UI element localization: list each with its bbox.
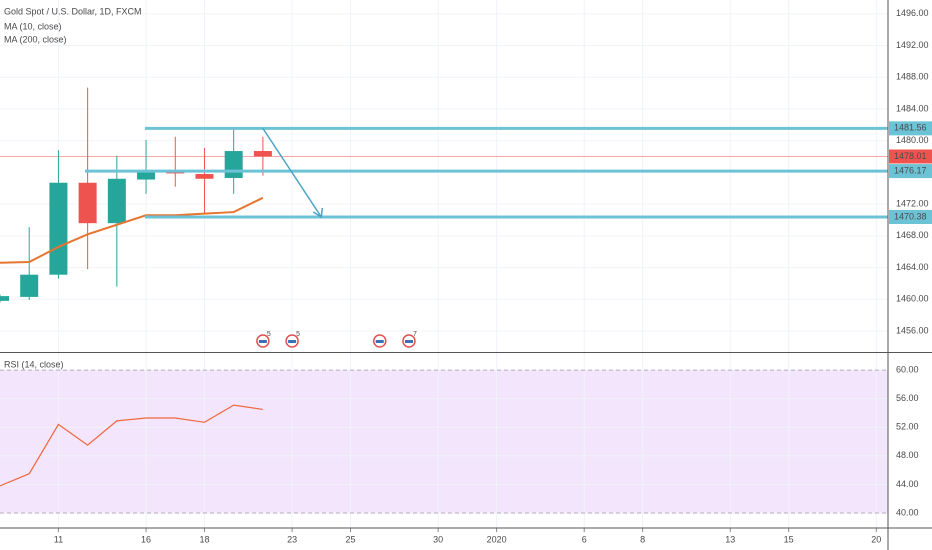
event-flag bbox=[288, 340, 297, 343]
arrow-head bbox=[312, 207, 324, 219]
level-tag bbox=[889, 121, 932, 136]
chart-title: RSI (14, close) bbox=[4, 359, 64, 369]
y-tick-label: 40.00 bbox=[896, 507, 919, 517]
x-tick-label: 20 bbox=[871, 534, 881, 544]
x-tick-label: 13 bbox=[725, 534, 735, 544]
y-tick-label: 1480.00 bbox=[896, 135, 929, 145]
level-tag bbox=[889, 164, 932, 179]
candle-body bbox=[107, 178, 126, 224]
y-tick-label: 1460.00 bbox=[896, 294, 929, 304]
x-tick-label: 6 bbox=[582, 534, 587, 544]
x-tick-label: 16 bbox=[141, 534, 151, 544]
last-price-tag bbox=[889, 149, 932, 164]
y-tick-label: 52.00 bbox=[896, 422, 919, 432]
candle-body bbox=[0, 296, 9, 301]
x-tick-label: 8 bbox=[640, 534, 645, 544]
candle-body bbox=[20, 274, 39, 297]
level-label: 1470.38 bbox=[894, 211, 927, 221]
y-tick-label: 48.00 bbox=[896, 450, 919, 460]
level-label: 1481.56 bbox=[894, 123, 927, 133]
event-label: 5 bbox=[296, 331, 300, 338]
legend-entry: MA (200, close) bbox=[4, 34, 67, 44]
x-tick-label: 23 bbox=[287, 534, 297, 544]
candle-body bbox=[195, 174, 214, 179]
y-tick-label: 60.00 bbox=[896, 365, 919, 375]
legend-entry: MA (10, close) bbox=[4, 21, 62, 31]
y-tick-label: 1488.00 bbox=[896, 72, 929, 82]
x-tick-label: 25 bbox=[346, 534, 356, 544]
arrow-line bbox=[262, 127, 322, 218]
event-label: 5 bbox=[267, 331, 271, 338]
y-tick-label: 1496.00 bbox=[896, 8, 929, 18]
ma-line bbox=[0, 196, 264, 264]
candle-body bbox=[166, 172, 185, 174]
candle-body bbox=[137, 172, 156, 180]
candle-body bbox=[253, 151, 272, 157]
y-tick-label: 1456.00 bbox=[896, 325, 929, 335]
y-tick-label: 1492.00 bbox=[896, 40, 929, 50]
y-tick-label: 1472.00 bbox=[896, 199, 929, 209]
level-tag bbox=[889, 209, 932, 224]
event-flag bbox=[258, 340, 267, 343]
y-tick-label: 1468.00 bbox=[896, 230, 929, 240]
candle-body bbox=[78, 182, 97, 224]
x-tick-label: 30 bbox=[433, 534, 443, 544]
event-flag bbox=[404, 340, 413, 343]
y-tick-label: 44.00 bbox=[896, 479, 919, 489]
rsi-line bbox=[0, 404, 263, 487]
y-tick-label: 56.00 bbox=[896, 393, 919, 403]
y-tick-label: 1484.00 bbox=[896, 103, 929, 113]
x-tick-label: 2020 bbox=[487, 534, 507, 544]
x-tick-label: 15 bbox=[784, 534, 794, 544]
candle-body bbox=[49, 182, 68, 275]
event-label: 7 bbox=[413, 331, 417, 338]
last-price-label: 1478.01 bbox=[894, 151, 927, 161]
x-tick-label: 11 bbox=[54, 534, 63, 544]
chart-title: Gold Spot / U.S. Dollar, 1D, FXCM bbox=[4, 6, 142, 16]
x-tick-label: 18 bbox=[199, 534, 209, 544]
level-label: 1476.17 bbox=[894, 165, 927, 175]
rsi-band bbox=[0, 370, 888, 513]
event-flag bbox=[375, 340, 384, 343]
y-tick-label: 1464.00 bbox=[896, 262, 929, 272]
candle-body bbox=[224, 151, 243, 178]
